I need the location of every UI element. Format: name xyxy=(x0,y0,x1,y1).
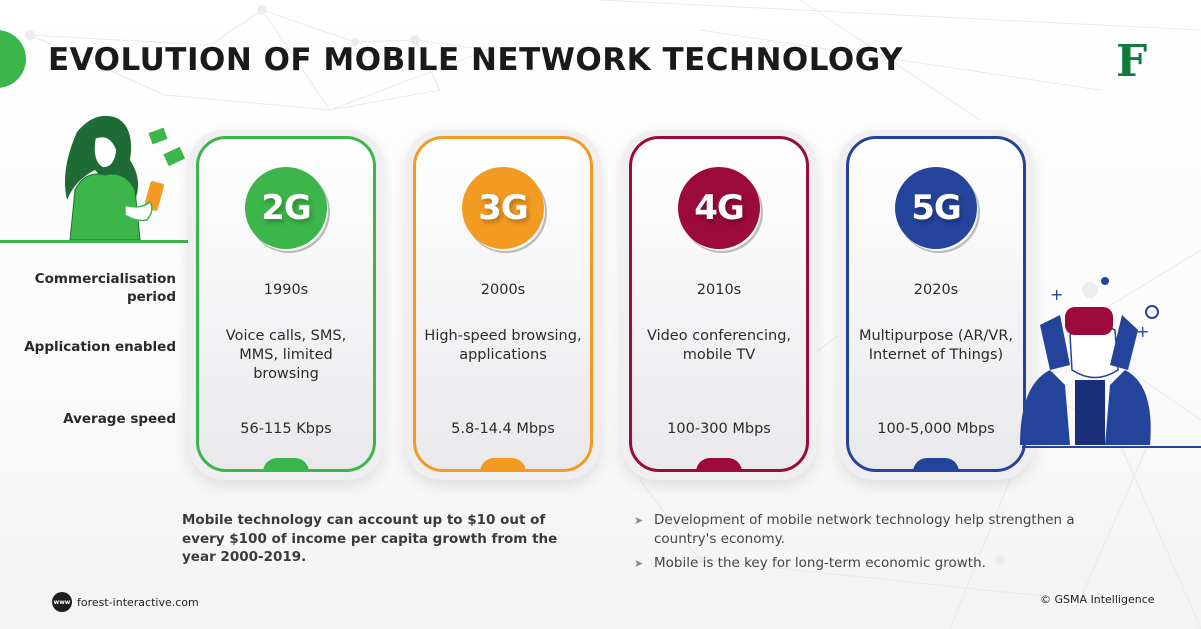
envelope-icon xyxy=(148,127,186,167)
application-value: High-speed browsing, applications xyxy=(424,328,582,363)
man-with-vr-headset-illustration: + + xyxy=(1020,277,1159,445)
card-3g: 3G 2000s High-speed browsing, applicatio… xyxy=(405,130,601,480)
card-4g: 4G 2010s Video conferencing, mobile TV 1… xyxy=(621,130,817,480)
card-2g: 2G 1990s Voice calls, SMS, MMS, limited … xyxy=(188,130,384,480)
speed-value: 5.8-14.4 Mbps xyxy=(451,421,555,437)
bullet-item: ➤ Mobile is the key for long-term economi… xyxy=(632,554,1092,573)
application-value: Video conferencing, mobile TV xyxy=(646,328,792,363)
forest-logo: F xyxy=(1116,36,1148,87)
period-value: 2010s xyxy=(696,282,742,298)
svg-text:+: + xyxy=(1050,285,1063,304)
card-nub xyxy=(480,458,526,472)
application-value: Voice calls, SMS, MMS, limited browsing xyxy=(225,328,347,382)
chevron-right-icon: ➤ xyxy=(634,514,644,527)
badge-5g: 5G xyxy=(895,167,977,249)
bullet-list: ➤ Development of mobile network technolog… xyxy=(632,511,1092,579)
speed-value: 100-5,000 Mbps xyxy=(877,421,995,437)
speed-value: 100-300 Mbps xyxy=(667,421,771,437)
row-label-application: Application enabled xyxy=(24,339,176,355)
row-label-period: Commercialisation period xyxy=(34,271,176,305)
card-nub xyxy=(263,458,309,472)
period-value: 2000s xyxy=(480,282,526,298)
period-value: 2020s xyxy=(913,282,959,298)
svg-text:+: + xyxy=(1136,322,1149,341)
website-text[interactable]: forest-interactive.com xyxy=(77,595,199,609)
website-link[interactable]: www forest-interactive.com xyxy=(52,592,199,612)
page-title: EVOLUTION OF MOBILE NETWORK TECHNOLOGY xyxy=(48,42,904,78)
period-value: 1990s xyxy=(263,282,309,298)
badge-2g: 2G xyxy=(245,167,327,249)
chevron-right-icon: ➤ xyxy=(634,557,644,570)
badge-4g: 4G xyxy=(678,167,760,249)
green-divider xyxy=(0,240,196,243)
stat-text: Mobile technology can account up to $10 … xyxy=(182,512,558,565)
row-label-speed: Average speed xyxy=(63,411,176,427)
blue-divider xyxy=(1022,446,1201,448)
bullet-item: ➤ Development of mobile network technolog… xyxy=(634,512,1075,547)
badge-3g: 3G xyxy=(462,167,544,249)
card-5g: 5G 2020s Multipurpose (AR/VR, Internet o… xyxy=(838,130,1034,480)
card-nub xyxy=(696,458,742,472)
card-nub xyxy=(913,458,959,472)
application-value: Multipurpose (AR/VR, Internet of Things) xyxy=(858,328,1014,363)
globe-www-icon: www xyxy=(52,592,72,612)
woman-with-phone-illustration xyxy=(64,115,186,241)
speed-value: 56-115 Kbps xyxy=(240,421,332,437)
source-credit: © GSMA Intelligence xyxy=(1040,593,1155,606)
